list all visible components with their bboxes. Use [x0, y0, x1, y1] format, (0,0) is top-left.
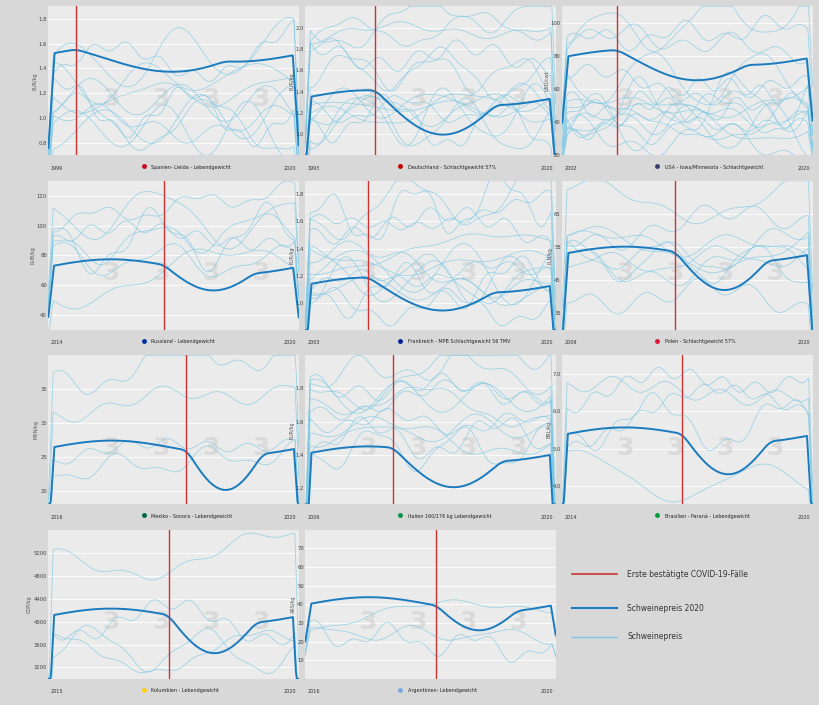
Text: 3: 3	[359, 262, 376, 286]
Text: USA - Iowa/Minnesota - Schlachtgewicht: USA - Iowa/Minnesota - Schlachtgewicht	[664, 165, 762, 170]
Text: Kolumbien - Lebendgewicht: Kolumbien - Lebendgewicht	[151, 688, 219, 693]
Text: 2020: 2020	[797, 340, 809, 345]
Text: 3: 3	[766, 436, 783, 460]
Text: 2020: 2020	[540, 689, 553, 694]
Text: 3: 3	[665, 87, 683, 111]
Text: 3: 3	[409, 436, 426, 460]
Text: 3: 3	[102, 87, 120, 111]
Text: 2016: 2016	[51, 515, 63, 520]
Text: 3: 3	[716, 436, 733, 460]
Y-axis label: USD/cwt: USD/cwt	[544, 70, 549, 91]
Text: 3: 3	[509, 436, 526, 460]
Text: 3: 3	[665, 436, 683, 460]
Text: 3: 3	[202, 611, 219, 634]
Text: 3: 3	[152, 611, 170, 634]
Text: 1999: 1999	[51, 166, 63, 171]
Text: 3: 3	[409, 262, 426, 286]
Text: 2020: 2020	[540, 340, 553, 345]
Text: 3: 3	[615, 262, 633, 286]
Text: 3: 3	[202, 262, 219, 286]
Y-axis label: PLN/kg: PLN/kg	[547, 247, 552, 264]
Y-axis label: EUR/kg: EUR/kg	[289, 247, 294, 264]
Y-axis label: BRL/kg: BRL/kg	[545, 422, 550, 439]
Text: 3: 3	[152, 87, 170, 111]
Text: 3: 3	[459, 262, 476, 286]
Text: 3: 3	[152, 436, 170, 460]
Text: 2015: 2015	[51, 689, 63, 694]
Text: 2020: 2020	[283, 340, 296, 345]
Text: 3: 3	[252, 87, 269, 111]
Text: Deutschland - Schlachtgewicht 57%: Deutschland - Schlachtgewicht 57%	[408, 165, 495, 170]
Text: Italien 160/176 kg Lebendgewicht: Italien 160/176 kg Lebendgewicht	[408, 514, 491, 519]
Text: 3: 3	[459, 87, 476, 111]
Text: 3: 3	[716, 87, 733, 111]
Text: 3: 3	[252, 262, 269, 286]
Text: 2006: 2006	[307, 515, 320, 520]
Text: Frankreich - MPB Schlachtgewicht 56 TMV: Frankreich - MPB Schlachtgewicht 56 TMV	[408, 339, 510, 344]
Text: 3: 3	[359, 611, 376, 634]
Text: 2014: 2014	[564, 515, 577, 520]
Y-axis label: RUB/kg: RUB/kg	[30, 247, 35, 264]
Text: Spanien- Lleida - Lebendgewicht: Spanien- Lleida - Lebendgewicht	[151, 165, 230, 170]
Text: 2014: 2014	[51, 340, 63, 345]
Text: 3: 3	[152, 262, 170, 286]
Text: 3: 3	[409, 87, 426, 111]
Text: 3: 3	[102, 436, 120, 460]
Y-axis label: ARS/kg: ARS/kg	[291, 596, 296, 613]
Text: Polen - Schlachtgewicht 57%: Polen - Schlachtgewicht 57%	[664, 339, 735, 344]
Text: 3: 3	[716, 262, 733, 286]
Text: 2020: 2020	[540, 515, 553, 520]
Text: Mexiko - Sonora - Lebendgewicht: Mexiko - Sonora - Lebendgewicht	[151, 514, 232, 519]
Text: 3: 3	[252, 611, 269, 634]
Text: 3: 3	[202, 87, 219, 111]
Text: Erste bestätigte COVID-19-Fälle: Erste bestätigte COVID-19-Fälle	[627, 570, 747, 579]
Text: 2020: 2020	[797, 166, 809, 171]
Text: 3: 3	[766, 87, 783, 111]
Text: 3: 3	[766, 262, 783, 286]
Text: Brasilien - Paraná - Lebendgewicht: Brasilien - Paraná - Lebendgewicht	[664, 513, 749, 519]
Text: 3: 3	[615, 87, 633, 111]
Text: Argentinien- Lebendgewicht: Argentinien- Lebendgewicht	[408, 688, 477, 693]
Text: 3: 3	[509, 87, 526, 111]
Y-axis label: MXN/kg: MXN/kg	[34, 420, 38, 439]
Text: 2016: 2016	[307, 689, 320, 694]
Text: 3: 3	[509, 611, 526, 634]
Text: 2009: 2009	[564, 340, 577, 345]
Text: 3: 3	[459, 611, 476, 634]
Text: 1993: 1993	[307, 166, 319, 171]
Text: 2003: 2003	[307, 340, 320, 345]
Text: 3: 3	[665, 262, 683, 286]
Text: 3: 3	[459, 436, 476, 460]
Text: Schweinepreis: Schweinepreis	[627, 632, 681, 642]
Y-axis label: EUR/kg: EUR/kg	[32, 72, 37, 90]
Text: 2020: 2020	[797, 515, 809, 520]
Text: 3: 3	[102, 262, 120, 286]
Text: 3: 3	[102, 611, 120, 634]
Y-axis label: EUR/kg: EUR/kg	[289, 421, 294, 439]
Text: 2020: 2020	[283, 166, 296, 171]
Text: 3: 3	[615, 436, 633, 460]
Text: 2020: 2020	[540, 166, 553, 171]
Text: 3: 3	[359, 436, 376, 460]
Text: 3: 3	[509, 262, 526, 286]
Text: 2020: 2020	[283, 689, 296, 694]
Text: Russland - Lebendgewicht: Russland - Lebendgewicht	[151, 339, 215, 344]
Y-axis label: COP/kg: COP/kg	[27, 596, 32, 613]
Text: 3: 3	[409, 611, 426, 634]
Text: 3: 3	[252, 436, 269, 460]
Text: Schweinepreis 2020: Schweinepreis 2020	[627, 603, 704, 613]
Y-axis label: EUR/kg: EUR/kg	[289, 72, 294, 90]
Text: 3: 3	[202, 436, 219, 460]
Text: 2002: 2002	[564, 166, 577, 171]
Text: 3: 3	[359, 87, 376, 111]
Text: 2020: 2020	[283, 515, 296, 520]
